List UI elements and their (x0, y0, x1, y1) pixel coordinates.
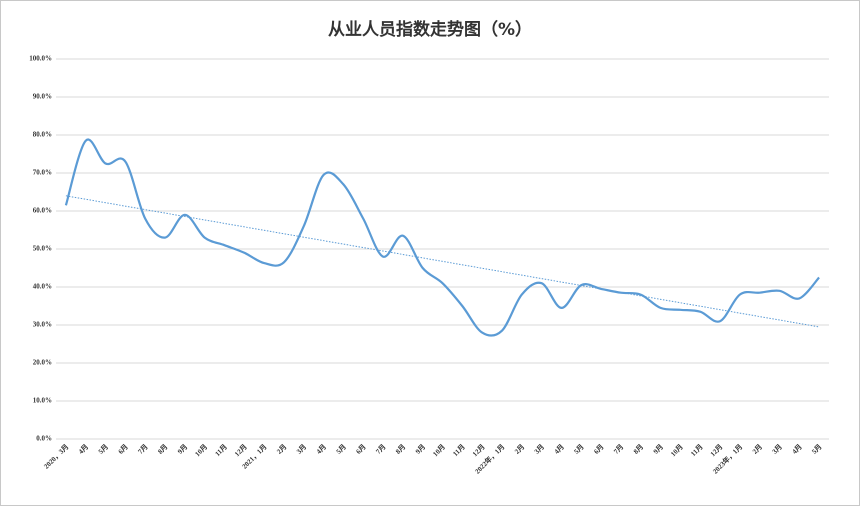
y-tick-label: 20.0% (33, 359, 52, 367)
y-tick-label: 0.0% (36, 435, 52, 443)
trend-line (65, 195, 820, 328)
y-tick-label: 70.0% (33, 169, 52, 177)
y-tick-label: 30.0% (33, 321, 52, 329)
y-tick-label: 40.0% (33, 283, 52, 291)
y-tick-label: 100.0% (29, 55, 52, 63)
y-tick-label: 10.0% (33, 397, 52, 405)
y-tick-label: 50.0% (33, 245, 52, 253)
data-line (64, 138, 820, 337)
y-tick-label: 80.0% (33, 131, 52, 139)
chart-title: 从业人员指数走势图（%） (328, 19, 532, 40)
y-tick-label: 60.0% (33, 207, 52, 215)
y-tick-label: 90.0% (33, 93, 52, 101)
